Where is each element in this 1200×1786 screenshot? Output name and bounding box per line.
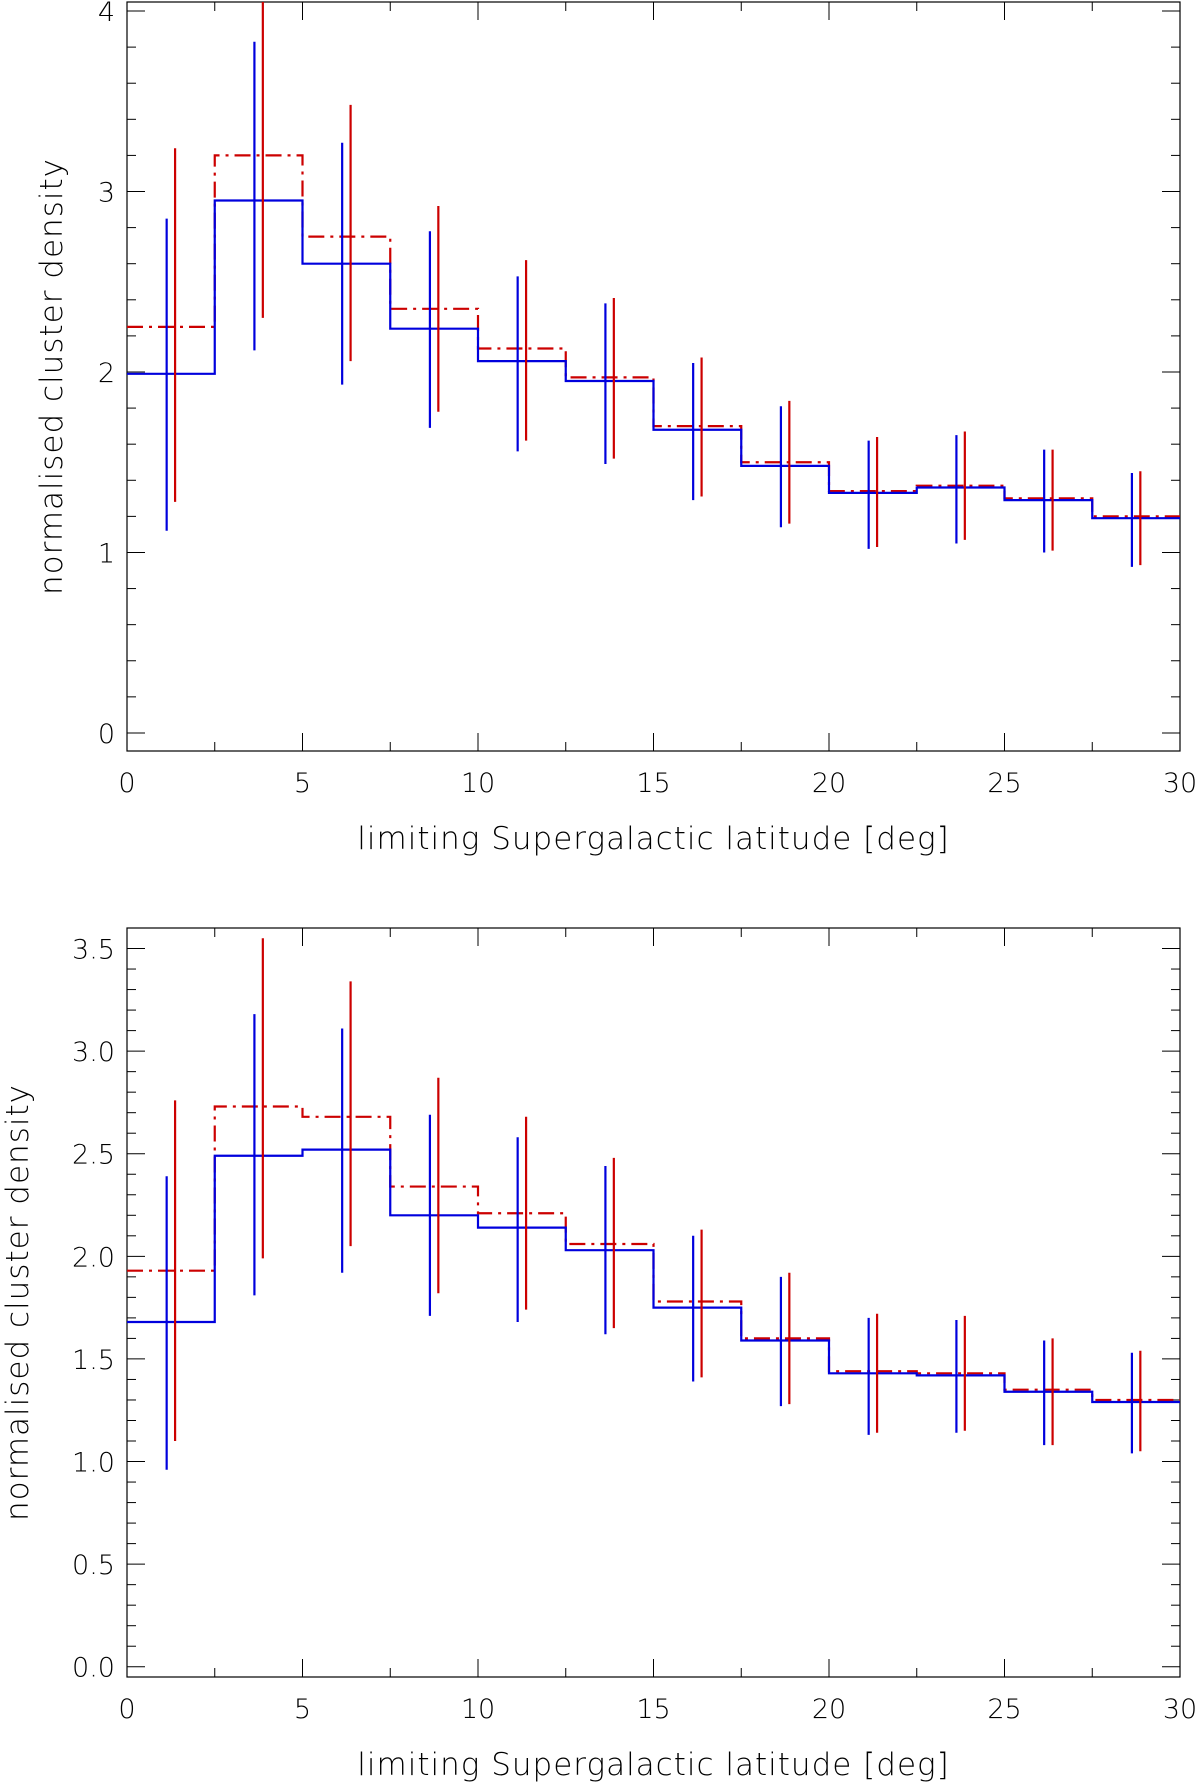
series-blue-step-line <box>127 199 1180 520</box>
x-tick-label: 10 <box>461 768 495 799</box>
x-tick-label: 0 <box>118 768 135 799</box>
y-tick-label: 3.5 <box>72 935 115 966</box>
x-axis-title: limiting Supergalactic latitude [deg] <box>357 1747 949 1783</box>
y-tick-label: 3 <box>98 178 115 209</box>
plot-frame <box>126 1 1181 752</box>
chart-bottom: 0 5 10 15 20 25 30 0.0 0.5 1.0 1.5 2.0 2.5 3.0 3.5 limi… <box>0 927 1197 1783</box>
series-red-step-line <box>127 154 1180 518</box>
y-tick-label: 2.0 <box>72 1242 115 1273</box>
y-tick-label: 0.0 <box>72 1653 115 1684</box>
chart-top: 0 5 10 15 20 25 30 0 1 2 3 4 limiting Supergalactic … <box>34 0 1197 857</box>
y-tick-label: 2 <box>98 358 115 389</box>
y-tick-label: 1 <box>98 538 115 569</box>
x-tick-label: 15 <box>636 1694 670 1725</box>
x-tick-label: 10 <box>461 1694 495 1725</box>
x-tick-label: 5 <box>294 1694 311 1725</box>
x-tick-label: 15 <box>636 768 670 799</box>
plot-area <box>127 938 1180 1470</box>
x-tick-label: 5 <box>294 768 311 799</box>
y-axis-title: normalised cluster density <box>0 1084 36 1521</box>
y-tick-label: 1.5 <box>72 1345 115 1376</box>
x-tick-label: 30 <box>1163 1694 1197 1725</box>
x-tick-label: 0 <box>118 1694 135 1725</box>
x-tick-label: 25 <box>987 1694 1021 1725</box>
y-tick-label: 0 <box>98 719 115 750</box>
y-tick-label: 3.0 <box>72 1037 115 1068</box>
y-axis-title: normalised cluster density <box>34 158 70 595</box>
x-axis-title: limiting Supergalactic latitude [deg] <box>357 821 949 857</box>
x-tick-label: 20 <box>812 768 846 799</box>
x-tick-label: 20 <box>812 1694 846 1725</box>
y-tick-label: 1.0 <box>72 1448 115 1479</box>
x-tick-label: 30 <box>1163 768 1197 799</box>
series-blue-step-line <box>127 1148 1180 1404</box>
x-tick-label: 25 <box>987 768 1021 799</box>
y-tick-label: 0.5 <box>72 1550 115 1581</box>
plot-area <box>127 2 1180 567</box>
y-tick-label: 4 <box>98 0 115 28</box>
y-tick-label: 2.5 <box>72 1140 115 1171</box>
